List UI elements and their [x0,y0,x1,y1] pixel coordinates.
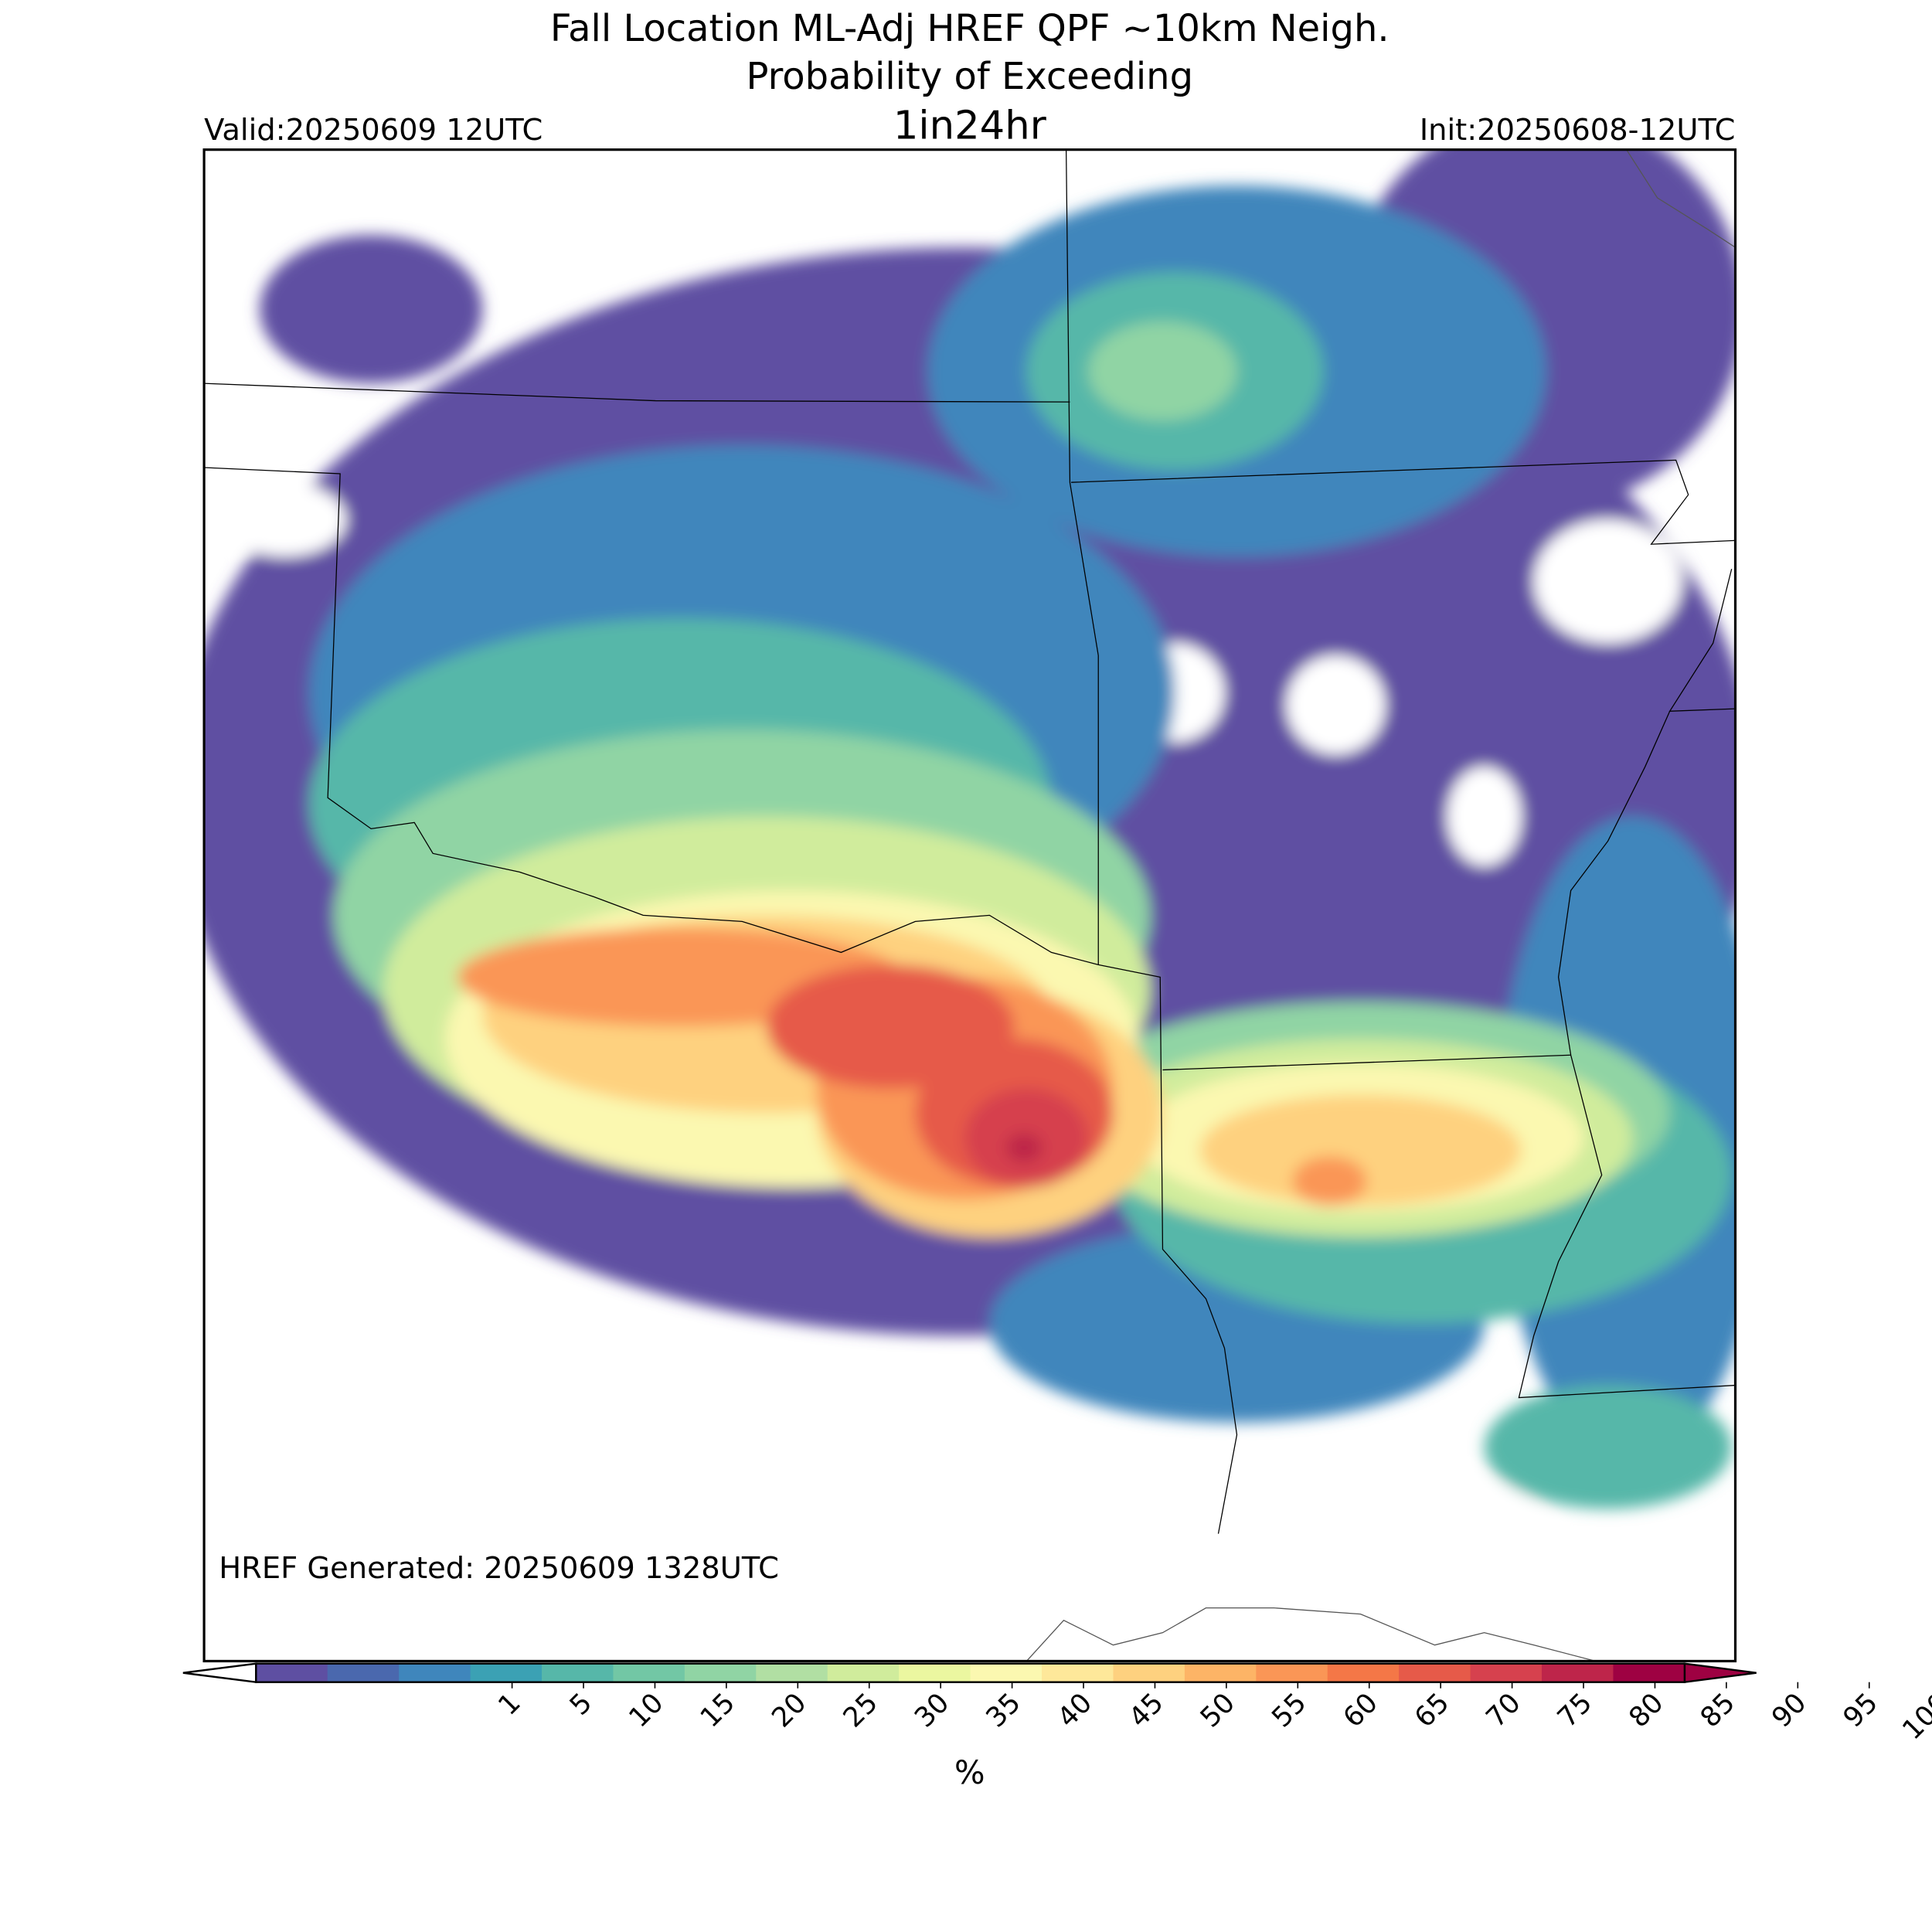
colorbar-over [1683,1662,1757,1684]
map: HREF Generated: 20250609 1328UTC [204,149,1736,1662]
valid-time: Valid:20250609 12UTC [204,113,543,148]
colorbar-bin [542,1663,614,1682]
colorbar-tick-label: 35 [980,1687,1027,1734]
colorbar-tick-label: 50 [1194,1687,1241,1734]
colorbar-bin [1470,1663,1543,1682]
colorbar-under [182,1662,257,1684]
colorbar-bin [1042,1663,1114,1682]
title-line-1: Fall Location ML-Adj HREF QPF ~10km Neig… [550,7,1389,50]
colorbar-outline [255,1662,1686,1683]
colorbar-bin [1184,1663,1257,1682]
colorbar-tick-label: 15 [694,1687,741,1734]
colorbar-bin [256,1663,328,1682]
border [204,467,1238,1534]
colorbar-bin [684,1663,757,1682]
probability-area [1447,767,1522,866]
border [1162,1054,1571,1071]
probability-area [1533,519,1682,644]
colorbar-tick-label: 90 [1766,1687,1813,1734]
subtitle: 1in24hr [893,102,1047,148]
colorbar-tick-label: 40 [1052,1687,1099,1734]
probability-area [1292,1156,1367,1206]
colorbar-tick-label: 80 [1623,1687,1670,1734]
colorbar-tick-label: 10 [623,1687,670,1734]
colorbar-tick-label: 20 [766,1687,813,1734]
generated-note: HREF Generated: 20250609 1328UTC [219,1551,779,1586]
colorbar-tick-label: 95 [1837,1687,1884,1734]
colorbar-bin [970,1663,1043,1682]
probability-area [1005,1133,1043,1163]
probability-area [1484,1385,1732,1509]
colorbar-tick-label: 5 [563,1687,598,1722]
coastline [1026,1607,1596,1662]
colorbar-bin [1256,1663,1328,1682]
probability-area [1162,1459,1559,1633]
state-borders [204,149,1736,1662]
colorbar-tick-label: 1 [492,1687,527,1722]
colorbar-label: % [954,1753,985,1791]
colorbar-tick-label: 70 [1480,1687,1527,1734]
probability-area [1088,321,1237,421]
colorbar-tick-label: 60 [1337,1687,1384,1734]
colorbar-tick-label: 55 [1266,1687,1313,1734]
border [1065,149,1099,965]
probability-area [223,482,347,557]
border [1518,711,1736,1399]
colorbar-bin [1542,1663,1614,1682]
coastline [1626,149,1736,248]
colorbar-tick-label: 65 [1409,1687,1456,1734]
probability-area [260,235,483,384]
colorbar-bin [756,1663,828,1682]
map-frame [202,148,1737,1663]
probability-area [204,1348,842,1621]
probability-area [1199,1094,1522,1206]
colorbar-bin [399,1663,471,1682]
init-time: Init:20250608-12UTC [1420,113,1736,148]
colorbar: 1 5 10 15 20 25 30 35 40 45 50 55 60 65 70 75 80 85 90 95 10… [182,1662,1932,1747]
border [1668,569,1736,712]
colorbar-bin [613,1663,685,1682]
colorbar-tick-label: 75 [1552,1687,1599,1734]
colorbar-tick-label: 30 [909,1687,956,1734]
probability-area [1286,655,1386,755]
colorbar-bin [1399,1663,1471,1682]
colorbar-bin [827,1663,900,1682]
colorbar-bin [327,1663,400,1682]
border [1071,459,1736,545]
colorbar-tick-label: 85 [1694,1687,1741,1734]
title-line-2: Probability of Exceeding [747,55,1194,98]
border [204,383,1070,403]
colorbar-tick-label: 25 [837,1687,884,1734]
colorbar-bin [1613,1663,1685,1682]
colorbar-bin [470,1663,543,1682]
colorbar-tick-label: 45 [1123,1687,1170,1734]
colorbar-bin [1113,1663,1185,1682]
colorbar-bin [899,1663,971,1682]
colorbar-bin [1327,1663,1400,1682]
colorbar-tick-label: 100 [1896,1687,1932,1747]
